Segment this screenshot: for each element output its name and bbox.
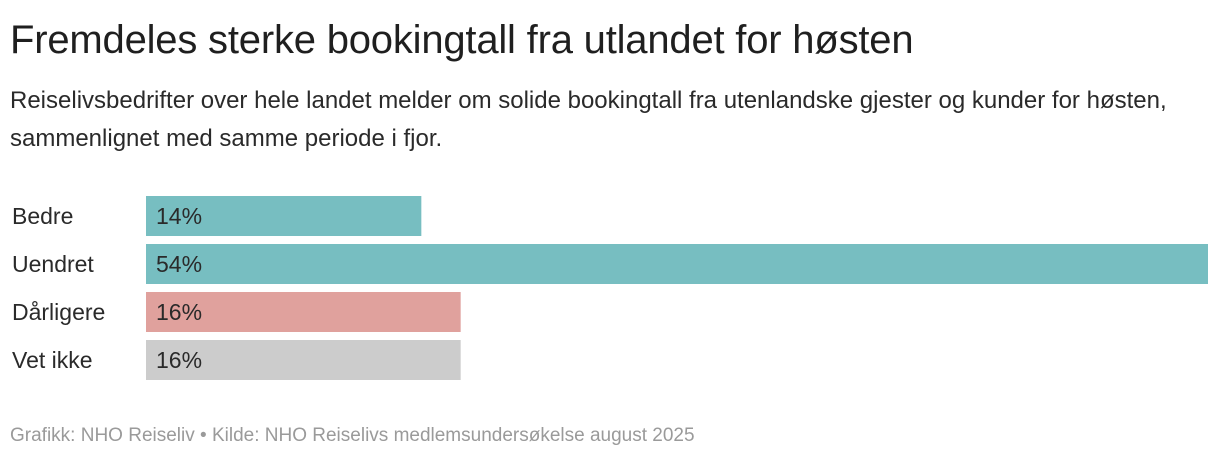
bar-uendret [146,244,1208,284]
source-credit: Grafikk: NHO Reiseliv • Kilde: NHO Reise… [10,425,695,446]
bar-chart: Bedre 14% Uendret 54% Dårligere 16% Vet ikke 16… [0,190,1220,390]
value-label-bedre: 14% [156,203,202,229]
bar-vet-ikke [146,340,461,380]
chart-title: Fremdeles sterke bookingtall fra utlande… [10,18,914,62]
bar-chart-svg: Bedre 14% Uendret 54% Dårligere 16% Vet ikke 16… [12,196,1208,380]
category-label-d-rligere: Dårligere [12,299,105,325]
category-label-bedre: Bedre [12,203,73,229]
bar-d-rligere [146,292,461,332]
bar-bedre [146,196,422,236]
category-label-uendret: Uendret [12,251,94,277]
value-label-uendret: 54% [156,251,202,277]
value-label-d-rligere: 16% [156,299,202,325]
value-label-vet-ikke: 16% [156,347,202,373]
chart-subtitle: Reiselivsbedrifter over hele landet meld… [10,87,1167,152]
category-label-vet-ikke: Vet ikke [12,347,93,373]
